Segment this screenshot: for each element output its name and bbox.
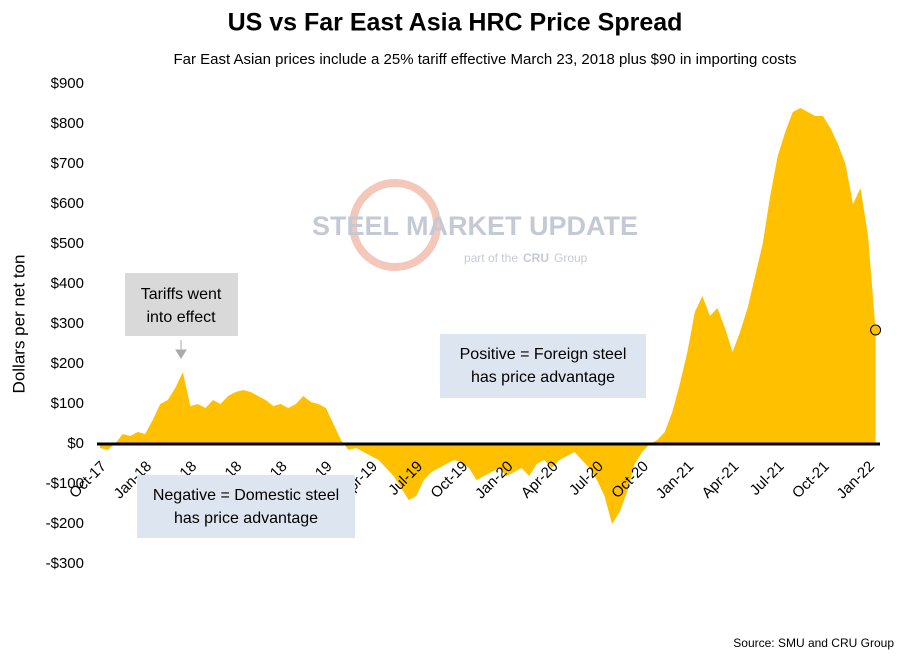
y-tick-label: $400 — [51, 275, 84, 292]
y-tick-label: $800 — [51, 115, 84, 132]
area — [100, 108, 876, 524]
y-tick-label: $900 — [51, 75, 84, 92]
watermark-logo — [349, 179, 441, 271]
annotation: has price advantage — [471, 369, 615, 386]
chart-subtitle: Far East Asian prices include a 25% tari… — [173, 51, 796, 68]
watermark-text: Group — [554, 251, 588, 265]
y-tick-label: $100 — [51, 395, 84, 412]
y-tick-label: $300 — [51, 315, 84, 332]
y-tick-label: $0 — [67, 435, 84, 452]
annotations: Tariffs went into effect Positive = Fore… — [125, 273, 646, 538]
y-tick-label: $600 — [51, 195, 84, 212]
watermark-text: part of the — [464, 251, 518, 265]
annotation-box — [125, 273, 238, 336]
annotation: Negative = Domestic steel — [153, 487, 339, 504]
end-point — [870, 324, 882, 336]
y-axis-label: Dollars per net ton — [9, 255, 28, 394]
annotation: into effect — [146, 309, 216, 326]
watermark-text: STEEL MARKET UPDATE — [312, 211, 638, 241]
annotation-box — [440, 334, 646, 398]
annotation: has price advantage — [174, 510, 318, 527]
watermark-text: CRU — [523, 251, 549, 265]
source: Source: SMU and CRU Group — [733, 636, 894, 650]
chart-title: US vs Far East Asia HRC Price Spread — [228, 9, 683, 37]
annotation: Tariffs went — [141, 286, 222, 303]
y-tick-label: -$200 — [46, 515, 84, 532]
watermark: STEEL MARKET UPDATE part of the CRU Grou… — [312, 179, 638, 271]
y-tick-label: $200 — [51, 355, 84, 372]
y-tick-label: $700 — [51, 155, 84, 172]
y-tick-label: -$100 — [46, 475, 84, 492]
y-tick-label: -$300 — [46, 555, 84, 572]
y-tick-label: $500 — [51, 235, 84, 252]
annotation-box — [137, 475, 355, 538]
annotation: Positive = Foreign steel — [460, 346, 627, 363]
annotation-arrow — [175, 340, 187, 359]
